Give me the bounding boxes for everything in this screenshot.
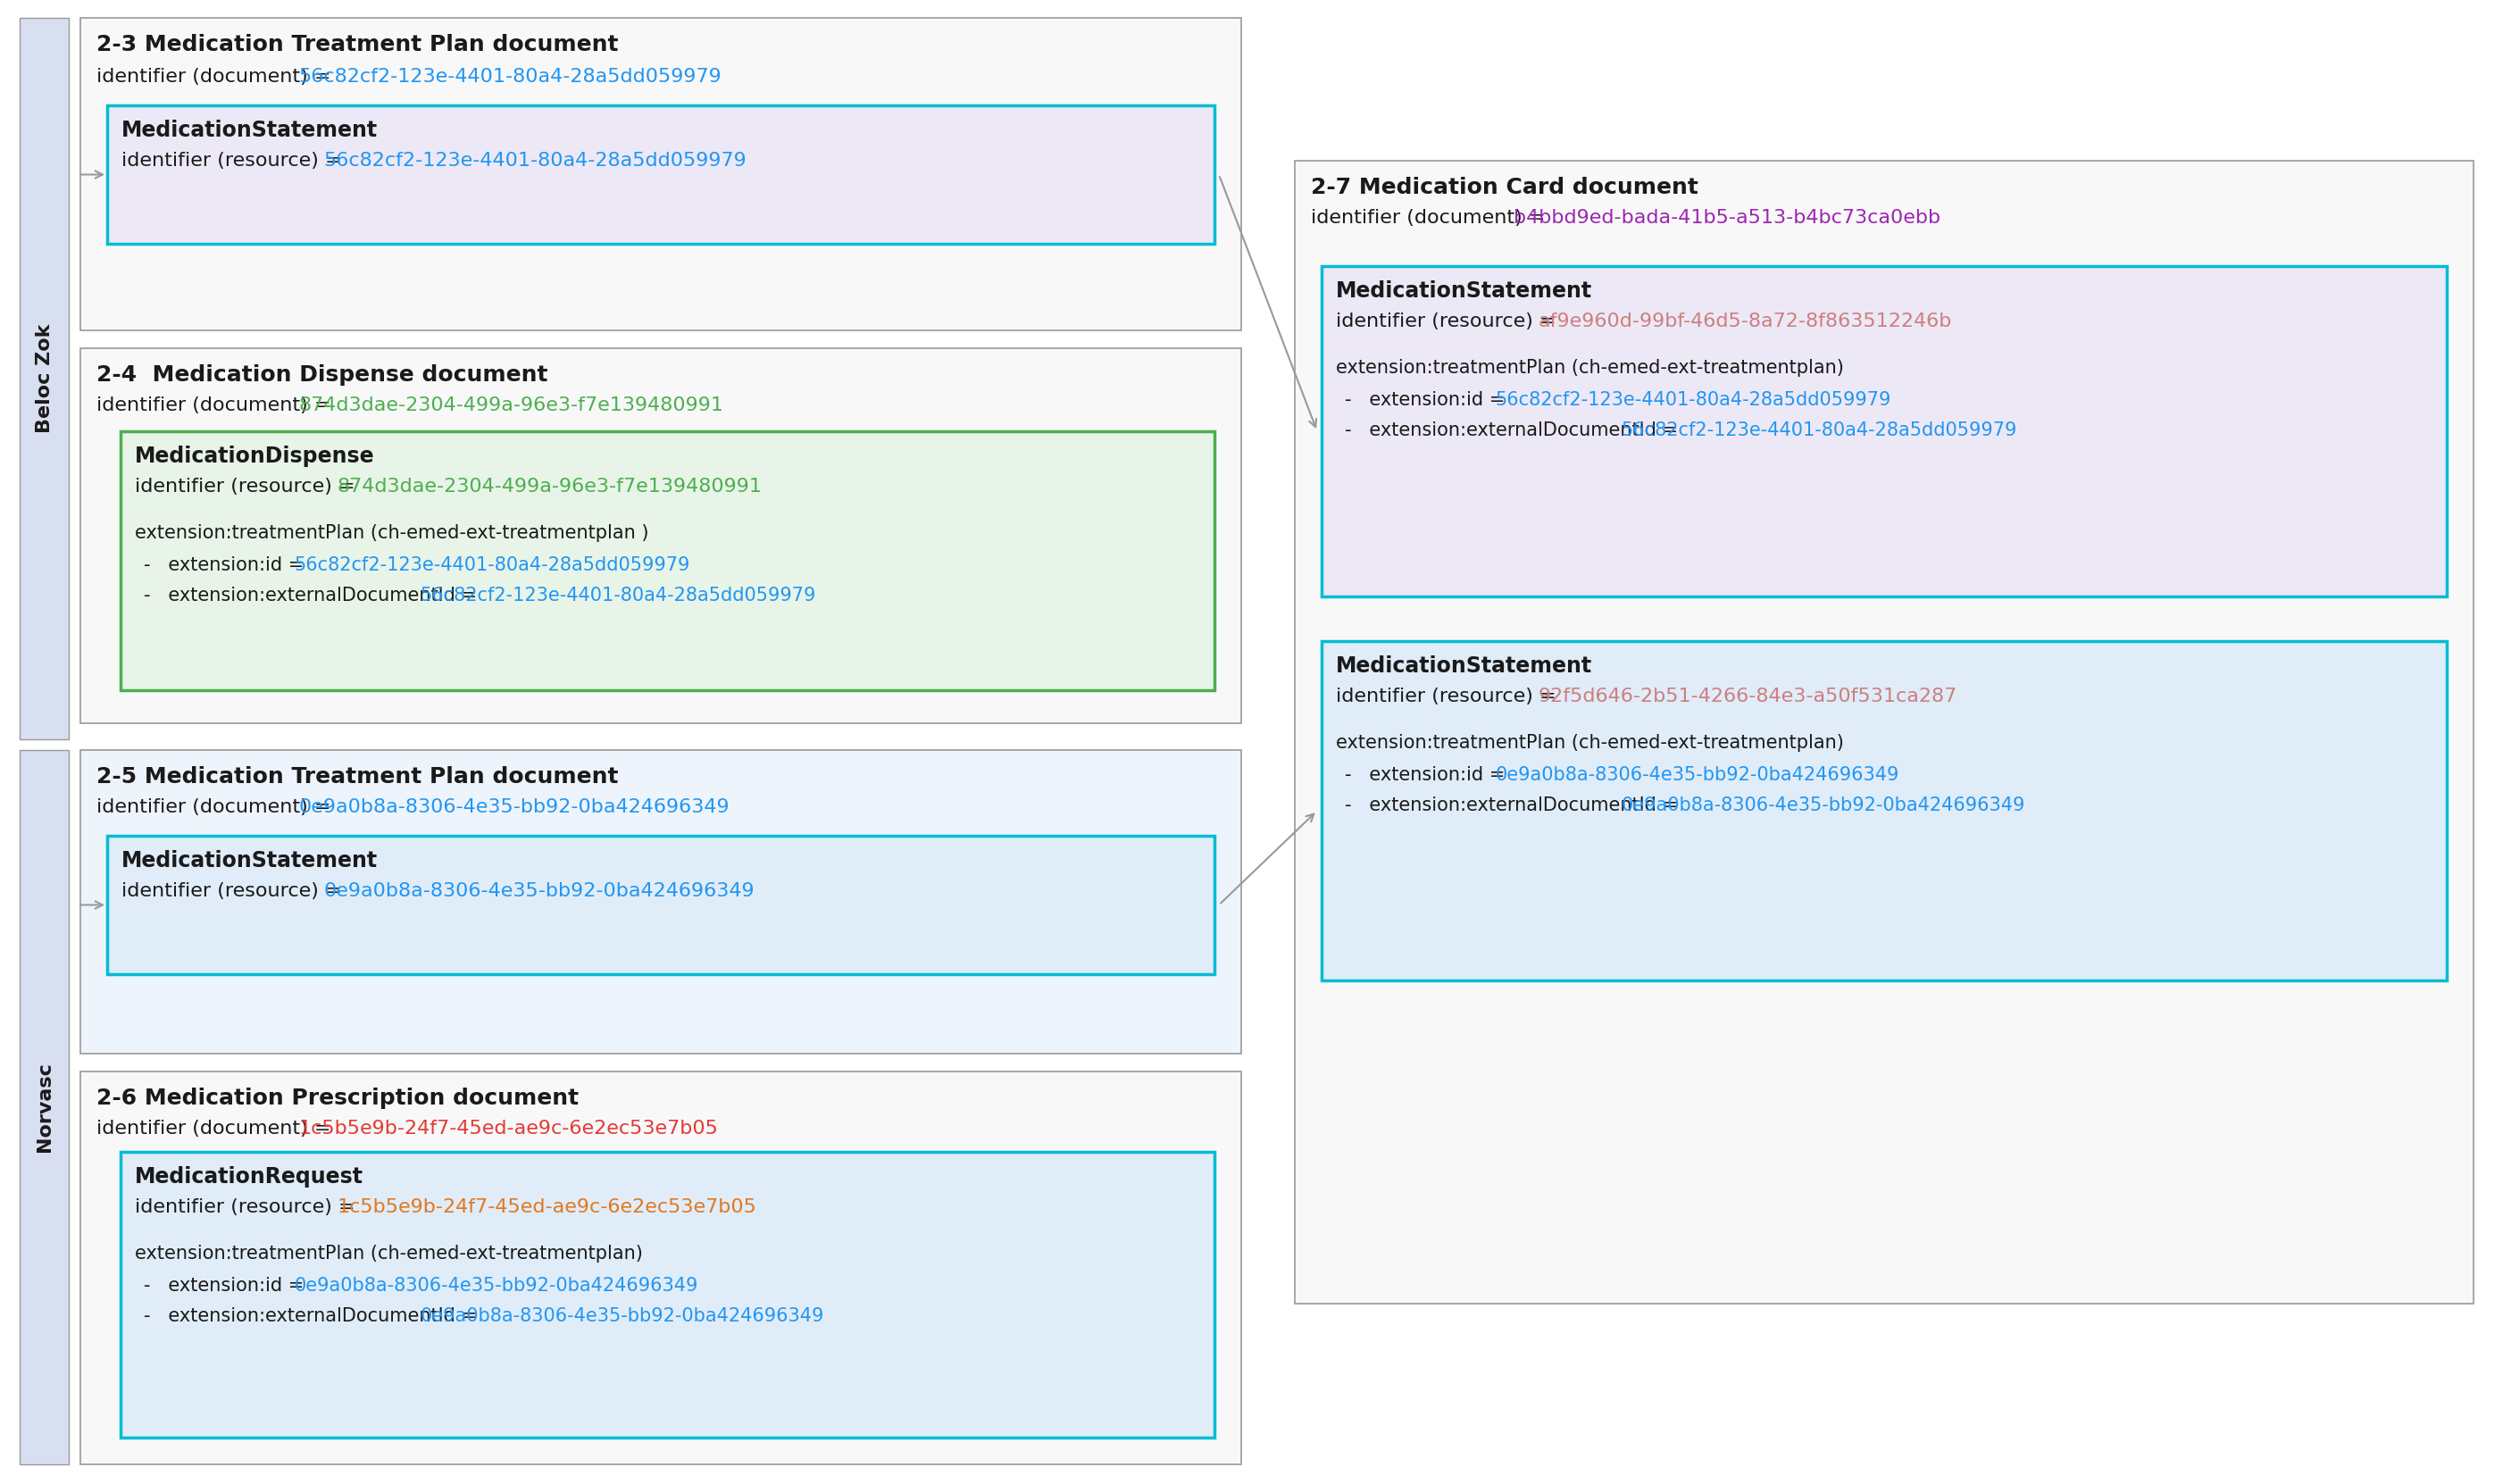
Text: MedicationStatement: MedicationStatement: [123, 850, 378, 871]
Text: identifier (resource) =: identifier (resource) =: [135, 478, 360, 496]
Text: 0e9a0b8a-8306-4e35-bb92-0ba424696349: 0e9a0b8a-8306-4e35-bb92-0ba424696349: [323, 881, 756, 899]
Text: 0e9a0b8a-8306-4e35-bb92-0ba424696349: 0e9a0b8a-8306-4e35-bb92-0ba424696349: [293, 1276, 698, 1294]
Text: -   extension:id =: - extension:id =: [1344, 766, 1512, 784]
FancyBboxPatch shape: [1294, 160, 2473, 1303]
FancyBboxPatch shape: [20, 18, 68, 739]
Text: 874d3dae-2304-499a-96e3-f7e139480991: 874d3dae-2304-499a-96e3-f7e139480991: [298, 396, 723, 414]
Text: identifier (document) =: identifier (document) =: [98, 1120, 338, 1138]
Text: 0e9a0b8a-8306-4e35-bb92-0ba424696349: 0e9a0b8a-8306-4e35-bb92-0ba424696349: [1494, 766, 1900, 784]
Text: 2-6 Medication Prescription document: 2-6 Medication Prescription document: [98, 1088, 578, 1109]
Text: 1c5b5e9b-24f7-45ed-ae9c-6e2ec53e7b05: 1c5b5e9b-24f7-45ed-ae9c-6e2ec53e7b05: [298, 1120, 718, 1138]
Text: 92f5d646-2b51-4266-84e3-a50f531ca287: 92f5d646-2b51-4266-84e3-a50f531ca287: [1539, 687, 1957, 705]
FancyBboxPatch shape: [120, 432, 1214, 690]
Text: 2-4  Medication Dispense document: 2-4 Medication Dispense document: [98, 364, 548, 386]
FancyBboxPatch shape: [80, 18, 1241, 331]
FancyBboxPatch shape: [1322, 266, 2448, 597]
Text: 0e9a0b8a-8306-4e35-bb92-0ba424696349: 0e9a0b8a-8306-4e35-bb92-0ba424696349: [421, 1307, 823, 1325]
Text: 56c82cf2-123e-4401-80a4-28a5dd059979: 56c82cf2-123e-4401-80a4-28a5dd059979: [421, 586, 816, 604]
Text: extension:treatmentPlan (ch-emed-ext-treatmentplan): extension:treatmentPlan (ch-emed-ext-tre…: [135, 1245, 643, 1263]
Text: identifier (document) =: identifier (document) =: [98, 798, 338, 816]
Text: MedicationDispense: MedicationDispense: [135, 445, 375, 467]
Text: -   extension:externalDocumentId =: - extension:externalDocumentId =: [143, 586, 483, 604]
Text: b4bbd9ed-bada-41b5-a513-b4bc73ca0ebb: b4bbd9ed-bada-41b5-a513-b4bc73ca0ebb: [1514, 209, 1940, 227]
Text: 56c82cf2-123e-4401-80a4-28a5dd059979: 56c82cf2-123e-4401-80a4-28a5dd059979: [1622, 421, 2017, 439]
Text: 56c82cf2-123e-4401-80a4-28a5dd059979: 56c82cf2-123e-4401-80a4-28a5dd059979: [293, 556, 691, 574]
Text: Norvasc: Norvasc: [35, 1063, 53, 1152]
FancyBboxPatch shape: [80, 749, 1241, 1054]
Text: -   extension:id =: - extension:id =: [1344, 392, 1512, 410]
FancyBboxPatch shape: [80, 1071, 1241, 1465]
Text: 0e9a0b8a-8306-4e35-bb92-0ba424696349: 0e9a0b8a-8306-4e35-bb92-0ba424696349: [298, 798, 731, 816]
Text: Beloc Zok: Beloc Zok: [35, 324, 53, 433]
Text: -   extension:id =: - extension:id =: [143, 556, 310, 574]
FancyBboxPatch shape: [108, 105, 1214, 243]
Text: af9e960d-99bf-46d5-8a72-8f863512246b: af9e960d-99bf-46d5-8a72-8f863512246b: [1539, 313, 1952, 331]
FancyBboxPatch shape: [108, 835, 1214, 974]
Text: 56c82cf2-123e-4401-80a4-28a5dd059979: 56c82cf2-123e-4401-80a4-28a5dd059979: [298, 68, 721, 86]
Text: identifier (resource) =: identifier (resource) =: [1337, 687, 1562, 705]
Text: 0e9a0b8a-8306-4e35-bb92-0ba424696349: 0e9a0b8a-8306-4e35-bb92-0ba424696349: [1622, 797, 2025, 815]
Text: MedicationRequest: MedicationRequest: [135, 1166, 363, 1187]
Text: -   extension:id =: - extension:id =: [143, 1276, 310, 1294]
Text: 2-5 Medication Treatment Plan document: 2-5 Medication Treatment Plan document: [98, 766, 618, 788]
Text: 874d3dae-2304-499a-96e3-f7e139480991: 874d3dae-2304-499a-96e3-f7e139480991: [338, 478, 763, 496]
Text: 1c5b5e9b-24f7-45ed-ae9c-6e2ec53e7b05: 1c5b5e9b-24f7-45ed-ae9c-6e2ec53e7b05: [338, 1198, 756, 1215]
Text: identifier (resource) =: identifier (resource) =: [123, 881, 348, 899]
FancyBboxPatch shape: [80, 349, 1241, 723]
FancyBboxPatch shape: [1322, 641, 2448, 981]
Text: identifier (document) =: identifier (document) =: [98, 396, 338, 414]
Text: identifier (resource) =: identifier (resource) =: [1337, 313, 1562, 331]
Text: -   extension:externalDocumentId =: - extension:externalDocumentId =: [143, 1307, 483, 1325]
FancyBboxPatch shape: [120, 1152, 1214, 1438]
Text: -   extension:externalDocumentId =: - extension:externalDocumentId =: [1344, 421, 1685, 439]
Text: MedicationStatement: MedicationStatement: [123, 120, 378, 141]
Text: extension:treatmentPlan (ch-emed-ext-treatmentplan): extension:treatmentPlan (ch-emed-ext-tre…: [1337, 359, 1845, 377]
Text: identifier (resource) =: identifier (resource) =: [123, 151, 348, 169]
Text: MedicationStatement: MedicationStatement: [1337, 280, 1592, 301]
Text: 56c82cf2-123e-4401-80a4-28a5dd059979: 56c82cf2-123e-4401-80a4-28a5dd059979: [323, 151, 746, 169]
Text: 2-7 Medication Card document: 2-7 Medication Card document: [1312, 177, 1700, 199]
Text: extension:treatmentPlan (ch-emed-ext-treatmentplan): extension:treatmentPlan (ch-emed-ext-tre…: [1337, 735, 1845, 752]
Text: 56c82cf2-123e-4401-80a4-28a5dd059979: 56c82cf2-123e-4401-80a4-28a5dd059979: [1494, 392, 1890, 410]
Text: extension:treatmentPlan (ch-emed-ext-treatmentplan ): extension:treatmentPlan (ch-emed-ext-tre…: [135, 524, 648, 542]
Text: identifier (document) =: identifier (document) =: [1312, 209, 1552, 227]
Text: -   extension:externalDocumentId =: - extension:externalDocumentId =: [1344, 797, 1685, 815]
Text: 2-3 Medication Treatment Plan document: 2-3 Medication Treatment Plan document: [98, 34, 618, 55]
FancyBboxPatch shape: [20, 749, 68, 1465]
Text: identifier (resource) =: identifier (resource) =: [135, 1198, 360, 1215]
Text: identifier (document) =: identifier (document) =: [98, 68, 338, 86]
Text: MedicationStatement: MedicationStatement: [1337, 656, 1592, 677]
